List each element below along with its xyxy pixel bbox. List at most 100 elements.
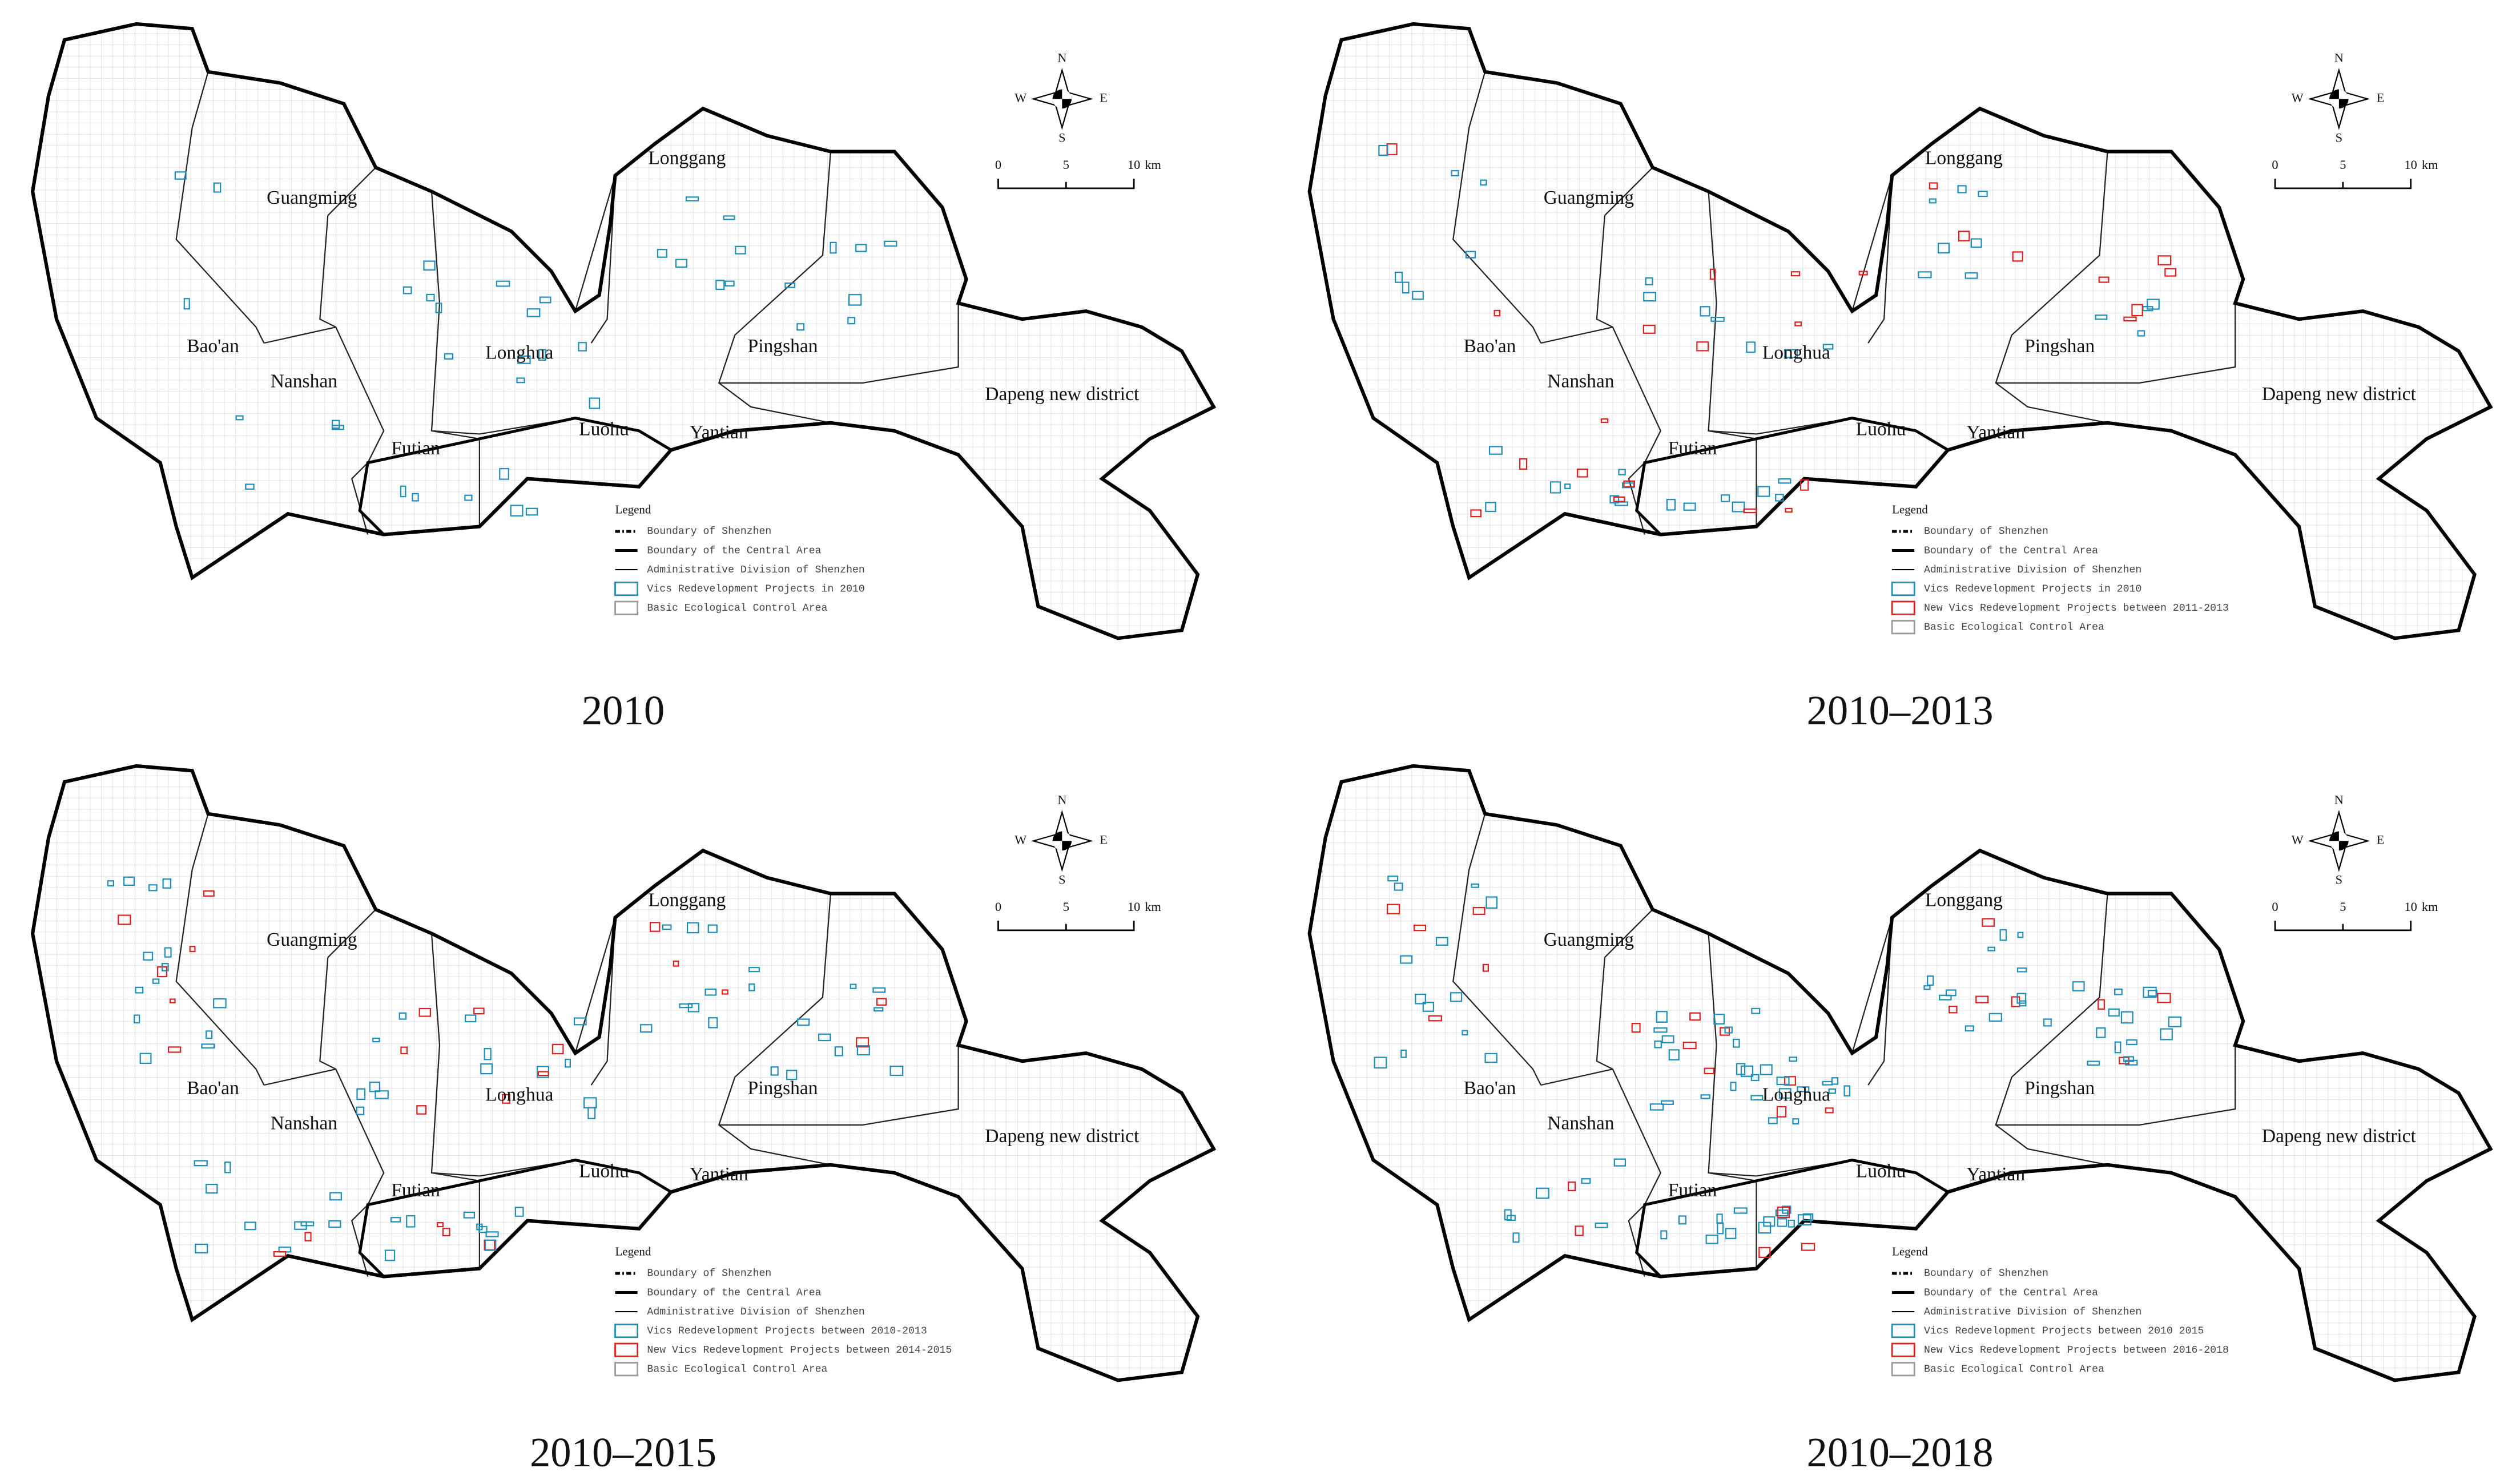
project-footprint: [384, 1249, 396, 1261]
city-boundary: [1307, 764, 2493, 1382]
project-footprint: [329, 1192, 342, 1201]
project-footprint: [1400, 955, 1413, 964]
project-footprint: [1750, 1095, 1764, 1101]
project-footprint: [735, 245, 746, 255]
district-boundary: [264, 326, 385, 463]
project-footprint: [525, 507, 538, 516]
project-footprint: [416, 1105, 427, 1115]
project-footprint: [1394, 882, 1403, 891]
project-footprint: [1713, 1014, 1725, 1025]
compass-quadrants: [2329, 89, 2349, 109]
district-boundary: [1452, 813, 1542, 1086]
project-footprint: [1746, 341, 1756, 353]
scale-label: 10: [2404, 900, 2417, 914]
project-footprint: [1493, 309, 1501, 317]
project-footprint: [418, 1007, 432, 1017]
project-footprint: [402, 286, 412, 295]
legend-label: Boundary of Shenzhen: [1924, 526, 2048, 538]
project-footprint: [1778, 1088, 1792, 1099]
project-footprint: [657, 249, 667, 258]
project-footprint: [2164, 268, 2177, 277]
city-area: [1309, 23, 2491, 639]
project-footprint: [1964, 272, 1978, 279]
project-footprint: [134, 1014, 140, 1024]
project-footprint: [1760, 1064, 1773, 1075]
project-footprint: [1785, 507, 1793, 513]
legend-label: Administrative Division of Shenzhen: [1924, 1306, 2141, 1318]
district-label: Longhua: [1762, 1084, 1830, 1105]
legend-label: New Vics Redevelopment Projects between …: [647, 1345, 952, 1356]
project-footprint: [1732, 501, 1745, 513]
project-footprint: [1709, 268, 1716, 280]
project-footprint: [1964, 1025, 1974, 1032]
project-footprint: [1828, 1088, 1837, 1094]
project-footprint: [2124, 1059, 2138, 1066]
project-footprint: [1394, 271, 1403, 283]
project-footprint: [484, 1048, 492, 1060]
project-footprint: [551, 1043, 564, 1055]
district-label: Longgang: [648, 147, 726, 168]
project-footprint: [2147, 299, 2160, 310]
district-label: Longgang: [648, 889, 726, 910]
project-footprint: [331, 420, 340, 429]
district-label: Yantian: [690, 422, 748, 443]
project-footprint: [1568, 1181, 1576, 1192]
district-label: Bao'an: [1464, 1078, 1516, 1099]
legend-title: Legend: [615, 502, 651, 516]
project-footprint: [2012, 251, 2023, 262]
project-footprint: [1923, 985, 1931, 990]
project-footprint: [1412, 291, 1424, 300]
legend-swatch: [1891, 582, 1915, 596]
project-footprint: [1937, 243, 1950, 254]
project-footprint: [876, 998, 887, 1006]
project-footprint: [1705, 1235, 1718, 1244]
district-boundary: [1628, 1204, 1645, 1277]
district-boundary: [351, 1204, 369, 1277]
district-label: Dapeng new district: [985, 1126, 1140, 1147]
project-footprint: [889, 1065, 904, 1076]
scale-label: km: [2422, 900, 2438, 914]
district-boundary: [718, 893, 832, 1166]
project-footprint: [1656, 1011, 1668, 1023]
legend-label: Administrative Division of Shenzhen: [647, 564, 864, 576]
legend-label: Vics Redevelopment Projects in 2010: [647, 583, 864, 595]
scale-label: 10: [1128, 158, 1140, 172]
project-footprint: [1413, 924, 1427, 931]
project-footprint: [2098, 999, 2105, 1010]
project-footprint: [1653, 1027, 1668, 1033]
project-footprint: [1512, 1232, 1520, 1243]
district-boundary: [1851, 917, 1893, 1086]
project-footprint: [1609, 495, 1620, 504]
project-footprint: [107, 880, 115, 887]
compass-e: E: [1100, 832, 1108, 846]
project-footprint: [830, 241, 837, 254]
legend-title: Legend: [1892, 1244, 1928, 1258]
project-footprint: [206, 1030, 213, 1039]
project-footprint: [1564, 483, 1571, 489]
project-footprint: [1643, 324, 1656, 334]
project-footprint: [578, 342, 587, 352]
project-footprint: [1775, 1209, 1789, 1217]
compass-s: S: [1058, 130, 1065, 144]
district-label: Nanshan: [1547, 371, 1615, 392]
scale-label: km: [1145, 900, 1161, 914]
project-footprint: [224, 1162, 231, 1174]
project-footprint: [423, 260, 436, 271]
project-footprint: [2143, 986, 2157, 998]
project-footprint: [162, 878, 172, 889]
district-boundary: [1995, 151, 2108, 424]
project-footprint: [1743, 508, 1758, 514]
scale-label: 5: [1063, 158, 1069, 172]
scale-label: 5: [1063, 900, 1069, 914]
project-footprint: [2126, 1039, 2137, 1046]
project-footprint: [294, 1221, 307, 1230]
project-footprint: [1519, 458, 1528, 470]
district-boundary: [430, 191, 480, 435]
project-footprint: [1387, 876, 1399, 882]
project-footprint: [213, 998, 227, 1009]
project-footprint: [1724, 1026, 1733, 1034]
project-footprint: [203, 890, 215, 897]
district-label: Longgang: [1925, 147, 2003, 168]
district-label: Longhua: [1762, 342, 1830, 363]
